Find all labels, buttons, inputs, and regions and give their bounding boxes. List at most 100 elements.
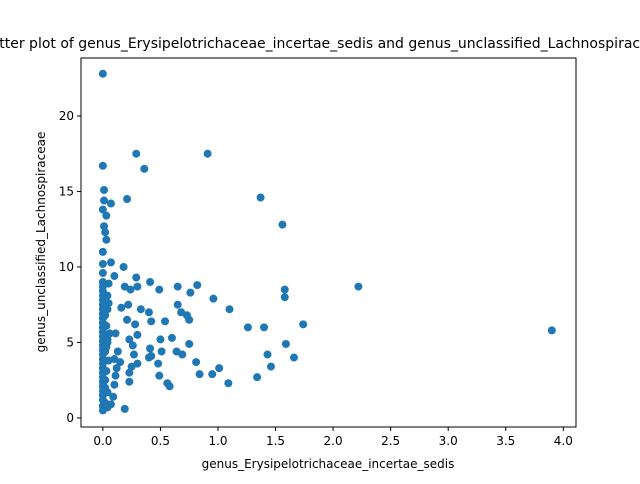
- point: [120, 404, 129, 413]
- point: [111, 371, 120, 380]
- point: [154, 359, 163, 368]
- point: [165, 382, 174, 391]
- x-tick-label: 4.0: [554, 434, 573, 448]
- point: [126, 285, 135, 294]
- point: [140, 164, 149, 173]
- point: [125, 368, 134, 377]
- point: [281, 339, 290, 348]
- point: [102, 211, 111, 220]
- point: [289, 353, 298, 362]
- point: [146, 344, 155, 353]
- point: [155, 371, 164, 380]
- x-axis-label: genus_Erysipelotrichaceae_incertae_sedis: [202, 457, 455, 471]
- point: [173, 300, 182, 309]
- point: [125, 377, 134, 386]
- x-tick-label: 1.5: [266, 434, 285, 448]
- point: [102, 367, 111, 376]
- point: [193, 281, 202, 290]
- point: [102, 235, 111, 244]
- point: [146, 278, 155, 287]
- point: [280, 285, 289, 294]
- point: [133, 330, 142, 339]
- x-tick-label: 3.5: [496, 434, 515, 448]
- point: [147, 352, 156, 361]
- point: [98, 205, 107, 214]
- x-tick-label: 2.0: [324, 434, 343, 448]
- point: [105, 329, 114, 338]
- point: [123, 315, 132, 324]
- point: [128, 341, 137, 350]
- point: [109, 392, 118, 401]
- point: [98, 268, 107, 277]
- point: [104, 356, 113, 365]
- point: [173, 282, 182, 291]
- point: [547, 326, 556, 335]
- point: [125, 335, 134, 344]
- y-tick-label: 0: [66, 411, 74, 425]
- point: [101, 376, 110, 385]
- x-tick-label: 1.0: [208, 434, 227, 448]
- point: [129, 350, 138, 359]
- point: [167, 333, 176, 342]
- point: [113, 347, 122, 356]
- x-tick-label: 3.0: [439, 434, 458, 448]
- point: [123, 195, 132, 204]
- point: [186, 288, 195, 297]
- point: [354, 282, 363, 291]
- point: [98, 247, 107, 256]
- y-axis-label: genus_unclassified_Lachnospiraceae: [34, 132, 48, 353]
- point: [111, 329, 120, 338]
- point: [101, 228, 110, 237]
- point: [106, 199, 115, 208]
- y-tick-label: 10: [59, 260, 74, 274]
- point: [132, 273, 141, 282]
- point: [225, 305, 234, 314]
- point: [215, 364, 224, 373]
- point: [299, 320, 308, 329]
- point: [133, 282, 142, 291]
- point: [203, 149, 212, 158]
- point: [106, 258, 115, 267]
- plot-frame: [80, 57, 577, 428]
- point: [133, 359, 142, 368]
- point: [102, 321, 111, 330]
- point: [195, 370, 204, 379]
- point: [144, 308, 153, 317]
- point: [124, 300, 133, 309]
- chart-title: Scatter plot of genus_Erysipelotrichacea…: [0, 36, 640, 52]
- point: [155, 285, 164, 294]
- point: [132, 149, 141, 158]
- x-tick-label: 0.0: [93, 434, 112, 448]
- point: [209, 294, 218, 303]
- point: [98, 161, 107, 170]
- point: [98, 69, 107, 78]
- point: [192, 358, 201, 367]
- x-tick-label: 0.5: [151, 434, 170, 448]
- point: [172, 347, 181, 356]
- point: [116, 358, 125, 367]
- point: [110, 272, 119, 281]
- point: [266, 362, 275, 371]
- point: [117, 303, 126, 312]
- point: [147, 317, 156, 326]
- point: [256, 193, 265, 202]
- point: [100, 222, 109, 231]
- point: [103, 403, 112, 412]
- point: [185, 339, 194, 348]
- point: [131, 320, 140, 329]
- point: [157, 347, 166, 356]
- y-tick-label: 15: [59, 184, 74, 198]
- point: [112, 364, 121, 373]
- point: [278, 220, 287, 229]
- point: [260, 323, 269, 332]
- point: [101, 383, 110, 392]
- point: [98, 259, 107, 268]
- y-tick-label: 5: [66, 335, 74, 349]
- point: [280, 293, 289, 302]
- point: [119, 262, 128, 271]
- point: [177, 308, 186, 317]
- y-tick-label: 20: [59, 109, 74, 123]
- point: [253, 373, 262, 382]
- point: [208, 370, 217, 379]
